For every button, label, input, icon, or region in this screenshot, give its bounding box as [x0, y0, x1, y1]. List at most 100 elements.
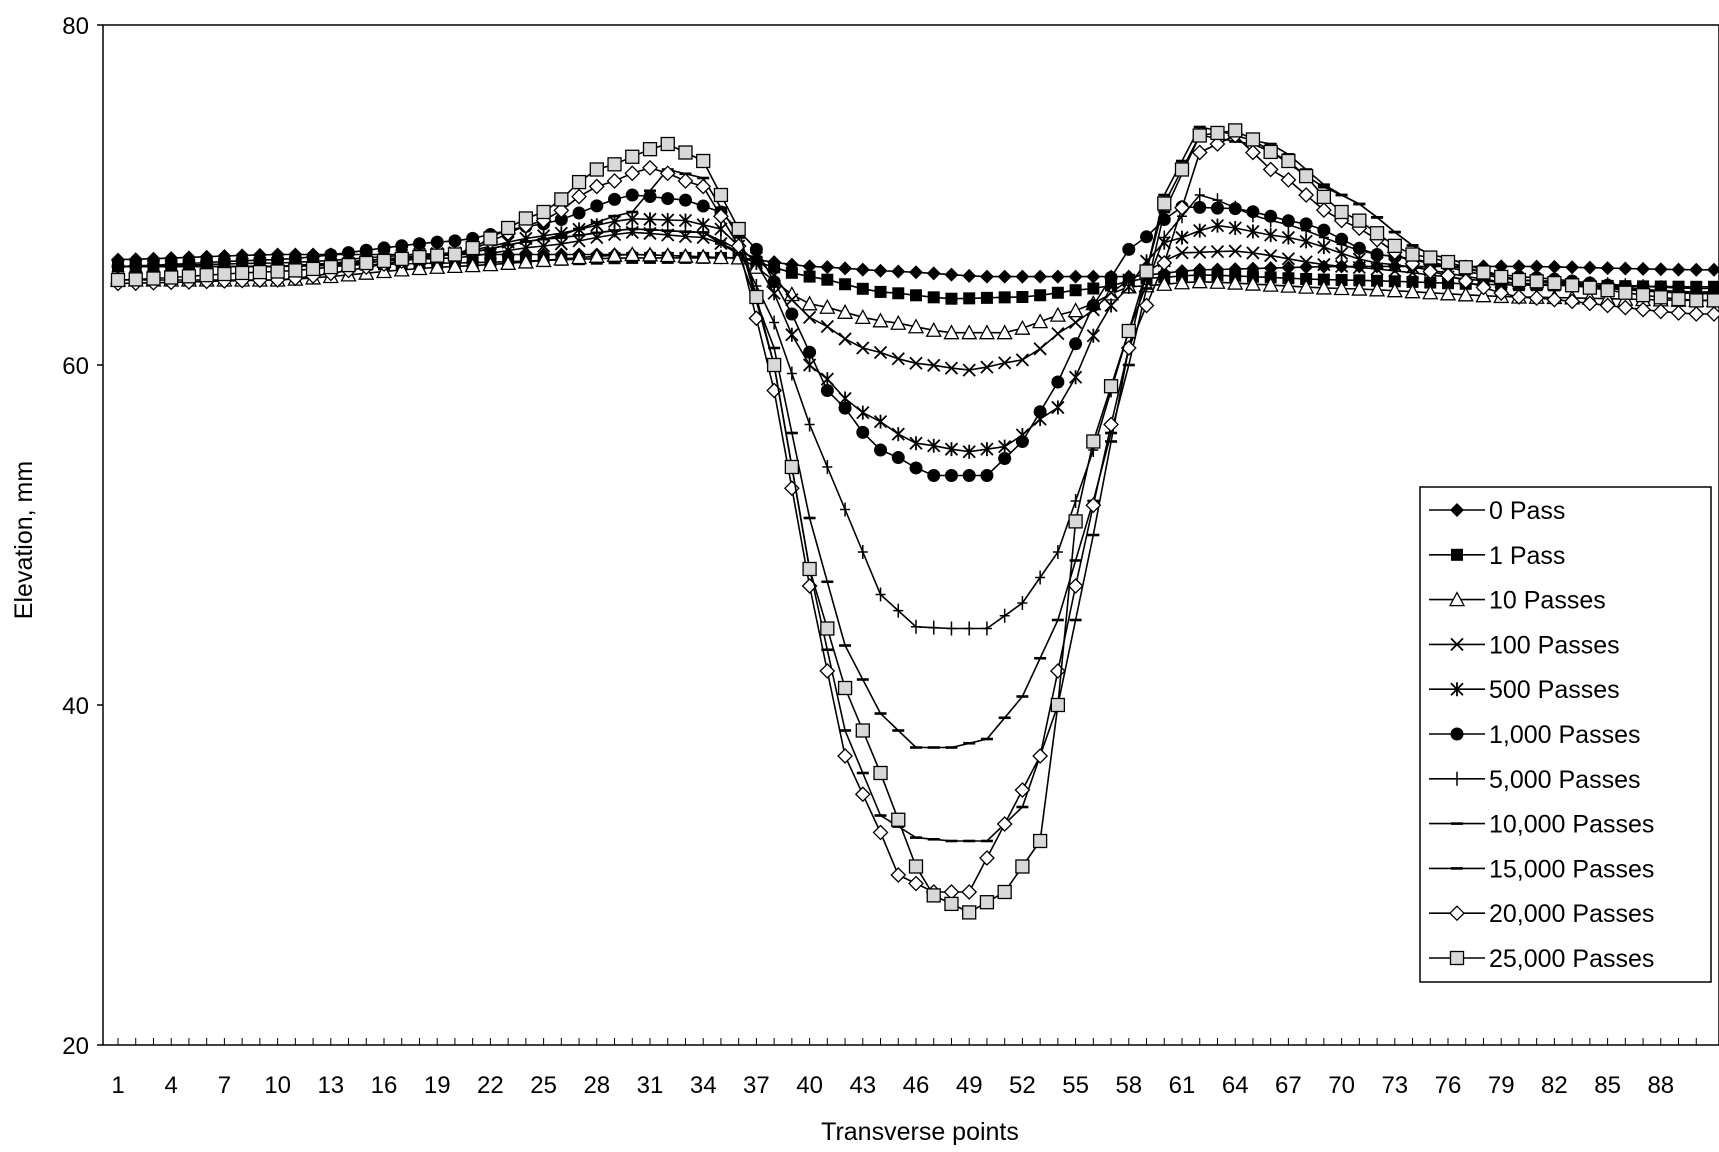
data-point [837, 748, 853, 764]
x-tick-label: 37 [743, 1072, 770, 1099]
data-point [891, 451, 905, 465]
data-point [1015, 859, 1030, 874]
data-point [1707, 262, 1719, 277]
data-point [856, 425, 870, 439]
data-point [1228, 221, 1242, 236]
data-point [1281, 230, 1296, 245]
x-tick-label: 85 [1594, 1072, 1621, 1099]
data-point [998, 439, 1012, 454]
data-point [553, 250, 570, 266]
data-point [606, 246, 623, 262]
x-tick-label: 67 [1275, 1072, 1302, 1099]
x-tick-label: 79 [1488, 1072, 1515, 1099]
data-point [1210, 244, 1225, 259]
data-point [837, 680, 853, 696]
data-point [838, 401, 852, 415]
data-point [1301, 223, 1312, 238]
data-point [590, 199, 604, 213]
data-point [1156, 255, 1173, 271]
data-point [1369, 226, 1385, 241]
data-point [981, 621, 992, 636]
data-point [1070, 494, 1081, 508]
data-point [483, 231, 498, 246]
x-tick-label: 7 [218, 1072, 231, 1099]
data-point [944, 361, 959, 375]
data-point [572, 206, 586, 220]
data-point [855, 262, 870, 277]
data-point [874, 443, 888, 457]
data-point [1440, 254, 1456, 270]
data-point [712, 249, 730, 265]
data-point [588, 178, 605, 195]
data-point [588, 247, 605, 263]
data-point [1315, 279, 1332, 295]
data-point [589, 162, 604, 177]
data-point [821, 273, 834, 286]
data-point [1210, 201, 1224, 215]
x-tick-label: 25 [530, 1072, 557, 1099]
data-point [1209, 273, 1226, 289]
data-point [874, 285, 887, 298]
x-tick-label: 4 [165, 1072, 178, 1099]
data-point [324, 248, 338, 262]
data-point [1564, 293, 1581, 310]
data-point [448, 234, 462, 248]
data-point [856, 282, 869, 295]
data-point [659, 165, 676, 182]
data-point [872, 824, 889, 841]
series-11 [110, 123, 1719, 920]
x-tick-label: 73 [1381, 1072, 1408, 1099]
data-point [1210, 218, 1225, 233]
data-point [1511, 272, 1527, 288]
data-point [980, 469, 994, 482]
data-point [359, 255, 374, 271]
data-point [822, 460, 833, 474]
x-tick-label: 82 [1541, 1072, 1568, 1099]
data-point [749, 256, 764, 270]
data-point [944, 267, 959, 282]
data-point [1283, 217, 1294, 232]
data-point [1086, 328, 1100, 343]
data-point [856, 405, 870, 420]
data-point [980, 442, 994, 457]
data-point [606, 173, 623, 189]
legend-marker [1452, 771, 1462, 786]
legend-marker [1450, 727, 1464, 741]
data-point [944, 896, 959, 912]
data-point [1334, 204, 1349, 220]
x-tick-label: 88 [1647, 1072, 1674, 1099]
data-point [1050, 269, 1065, 284]
data-point [678, 193, 692, 207]
data-point [1422, 263, 1439, 280]
data-point [838, 332, 852, 346]
data-point [891, 812, 906, 827]
data-point [1193, 245, 1207, 259]
data-point [804, 417, 815, 432]
data-point [500, 220, 516, 236]
data-point [1191, 273, 1208, 289]
legend-item: 25,000 Passes [1429, 945, 1654, 973]
x-tick-label: 19 [424, 1072, 451, 1099]
data-point [1281, 260, 1296, 275]
data-point [1193, 223, 1207, 238]
data-point [1670, 304, 1687, 321]
data-point [820, 621, 835, 636]
data-point [1528, 290, 1545, 307]
data-point [801, 295, 818, 311]
data-point [1086, 299, 1100, 312]
data-point [927, 438, 941, 453]
data-point [659, 247, 676, 263]
data-point [1298, 168, 1314, 184]
data-point [1050, 697, 1066, 713]
x-tick-label: 10 [264, 1072, 291, 1099]
data-point [1035, 570, 1046, 585]
data-point [997, 884, 1012, 900]
x-tick-label: 43 [849, 1072, 876, 1099]
data-point [1317, 257, 1331, 272]
data-point [411, 260, 428, 276]
data-point [642, 142, 658, 157]
data-point [625, 188, 639, 202]
x-tick-label: 58 [1115, 1072, 1142, 1099]
data-point [234, 265, 250, 281]
data-point [1688, 306, 1705, 322]
